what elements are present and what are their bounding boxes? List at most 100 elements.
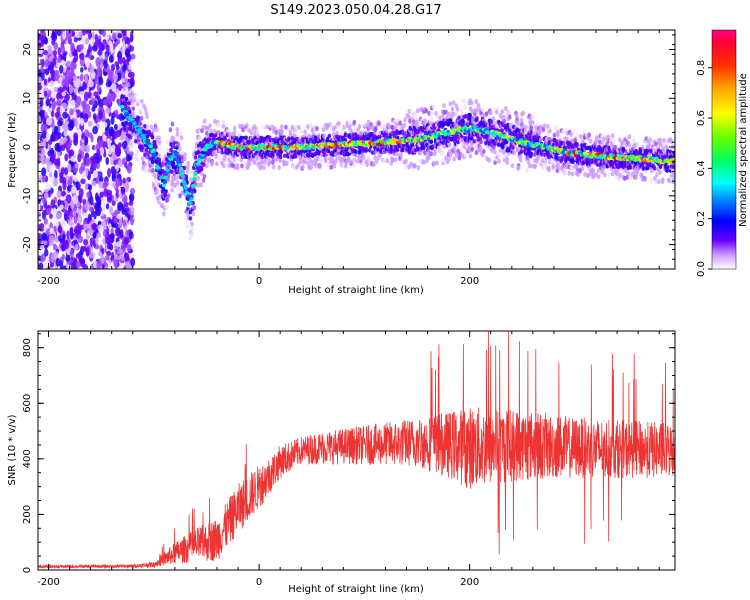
spectrogram-noise-cell xyxy=(123,201,129,208)
spectrogram-halo-cell xyxy=(124,77,128,83)
spectrogram-noise-cell xyxy=(129,206,135,216)
spectrogram-noise-cell xyxy=(41,148,45,156)
spectrogram-noise-cell xyxy=(120,228,124,239)
spectrogram-noise-cell xyxy=(113,258,118,268)
spectrogram-halo-cell xyxy=(470,108,475,114)
spectrogram-noise-cell xyxy=(105,254,110,261)
spectrogram-band-cell xyxy=(188,216,193,221)
spectrogram-halo-cell xyxy=(371,161,376,167)
spectrogram-noise-cell xyxy=(112,168,117,175)
spectrogram-noise-cell xyxy=(50,153,56,163)
spectrogram-noise-cell xyxy=(87,120,93,127)
spectrogram-halo-cell xyxy=(179,135,184,141)
spectrogram-halo-cell xyxy=(363,151,367,157)
spectrogram-noise-cell xyxy=(94,33,99,42)
spectrogram-noise-cell xyxy=(119,262,125,269)
spectrogram-noise-cell xyxy=(69,84,74,94)
spectrogram-halo-cell xyxy=(205,130,209,136)
spectrogram-halo-cell xyxy=(611,138,616,144)
spectrogram-halo-cell xyxy=(279,124,284,130)
spectrogram-noise-cell xyxy=(107,240,112,248)
spectrogram-noise-cell xyxy=(64,80,70,88)
spectrogram-halo-cell xyxy=(352,119,357,125)
spectrogram-noise-cell xyxy=(99,176,104,183)
spectrogram-halo-cell xyxy=(556,129,560,135)
spectrogram-halo-cell xyxy=(423,150,427,156)
spectrogram-halo-cell xyxy=(491,144,496,150)
spectrogram-noise-cell xyxy=(68,149,75,157)
spectrogram-noise-cell xyxy=(124,73,130,80)
spectrogram-noise-cell xyxy=(90,97,96,106)
spectrogram-noise-cell xyxy=(82,81,87,89)
spectrogram-noise-cell xyxy=(78,86,84,92)
spectrogram-halo-cell xyxy=(540,158,545,164)
spectrogram-noise-cell xyxy=(54,69,60,77)
spectrogram-halo-cell xyxy=(404,163,409,169)
spectrogram-noise-cell xyxy=(78,188,84,198)
spectrogram-noise-cell xyxy=(84,203,88,210)
spectrogram-halo-cell xyxy=(357,123,362,129)
spectrogram-halo-cell xyxy=(635,141,640,147)
spectrogram-noise-cell xyxy=(113,123,118,131)
spectrogram-noise-cell xyxy=(38,115,42,125)
spectrogram-band-cell xyxy=(124,120,129,126)
spectrogram-noise-cell xyxy=(113,158,119,166)
spectrogram-noise-cell xyxy=(62,233,66,240)
spectrogram-noise-cell xyxy=(80,144,87,152)
spectrogram-halo-cell xyxy=(496,148,500,154)
spectrogram-halo-cell xyxy=(514,112,519,118)
spectrogram-halo-cell xyxy=(595,135,599,141)
spectrogram-noise-cell xyxy=(84,135,89,146)
spectrogram-halo-cell xyxy=(374,125,378,131)
spectrogram-halo-cell xyxy=(170,187,174,193)
spectrogram-noise-cell xyxy=(117,33,123,39)
spectrogram-halo-cell xyxy=(429,116,434,122)
spectrogram-noise-cell xyxy=(107,69,113,80)
spectrogram-noise-cell xyxy=(118,55,123,65)
spectrogram-halo-cell xyxy=(240,163,244,169)
spectrogram-halo-cell xyxy=(352,162,357,168)
spectrogram-noise-cell xyxy=(73,176,79,182)
spectrogram-noise-cell xyxy=(80,178,86,185)
spectrogram-noise-cell xyxy=(129,217,135,226)
spectrogram-noise-cell xyxy=(70,68,75,79)
spectrogram-noise-cell xyxy=(91,180,97,187)
spectrogram-band-cell xyxy=(529,152,534,157)
spectrogram-halo-cell xyxy=(520,117,524,123)
spectrogram-halo-cell xyxy=(291,164,295,170)
spectrogram-noise-cell xyxy=(69,131,75,141)
spectrogram-halo-cell xyxy=(505,156,509,162)
spectrogram-halo-cell xyxy=(319,158,324,164)
spectrogram-halo-cell xyxy=(253,130,257,136)
spectrogram-halo-cell xyxy=(176,180,180,186)
spectrogram-halo-cell xyxy=(459,146,464,152)
spectrogram-halo-cell xyxy=(457,155,462,161)
spectrogram-band-cell xyxy=(193,155,198,160)
spectrogram-noise-cell xyxy=(126,165,132,174)
spectrogram-halo-cell xyxy=(455,106,460,112)
spectrogram-noise-cell xyxy=(44,68,50,76)
spectrogram-noise-cell xyxy=(70,46,75,53)
spectrogram-band-cell xyxy=(150,135,155,140)
spectrogram-band-cell xyxy=(293,154,298,159)
spectrogram-halo-cell xyxy=(126,138,131,144)
spectrogram-halo-cell xyxy=(418,150,422,156)
spectrogram-noise-cell xyxy=(89,65,95,74)
spectrogram-halo-cell xyxy=(255,128,260,134)
spectrogram-halo-cell xyxy=(397,125,401,131)
spectrogram-halo-cell xyxy=(607,172,612,178)
spectrogram-noise-cell xyxy=(80,162,86,172)
spectrogram-noise-cell xyxy=(57,224,63,234)
spectrogram-noise-cell xyxy=(99,146,105,156)
spectrogram-band-cell xyxy=(364,148,369,153)
spectrogram-noise-cell xyxy=(128,200,134,206)
spectrogram-noise-cell xyxy=(66,141,71,149)
spectrogram-halo-cell xyxy=(415,119,419,125)
spectrogram-noise-cell xyxy=(53,225,57,233)
spectrogram-noise-cell xyxy=(73,111,77,120)
spectrogram-halo-cell xyxy=(178,186,182,192)
spectrogram-noise-cell xyxy=(98,250,103,257)
spectrogram-noise-cell xyxy=(38,216,43,224)
spectrogram-halo-cell xyxy=(301,164,305,170)
